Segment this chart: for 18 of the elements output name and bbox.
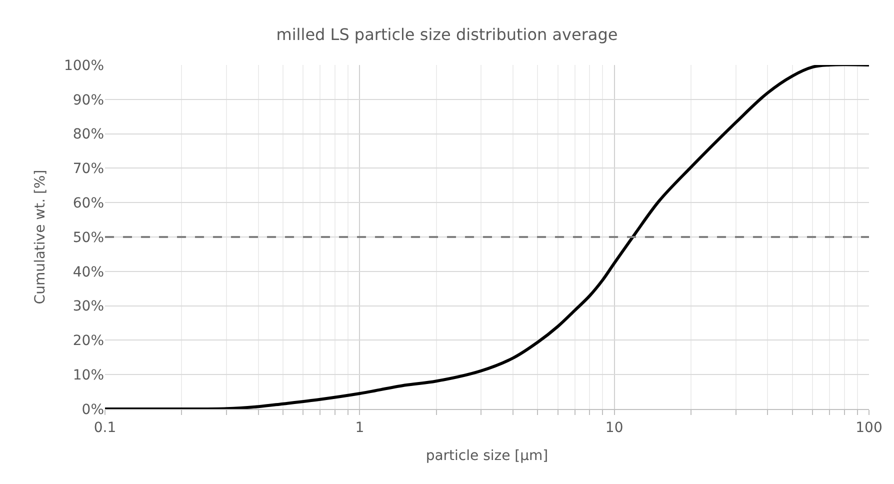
y-tick-label: 100% [64,58,104,74]
y-tick-label: 20% [72,333,104,350]
x-tick-label: 10 [605,420,624,436]
chart-title: milled LS particle size distribution average [276,25,618,44]
y-axis-title: Cumulative wt. [%] [32,170,49,304]
y-tick-label: 40% [72,264,104,280]
x-axis-title: particle size [µm] [426,448,548,464]
y-tick-label: 90% [72,92,104,108]
y-tick-label: 0% [82,402,104,418]
y-tick-label: 30% [72,298,104,315]
y-tick-label: 50% [72,230,104,246]
x-tick-label: 100 [856,420,882,436]
x-tick-label: 0.1 [94,420,116,436]
x-tick-label: 1 [355,420,364,436]
y-tick-label: 60% [72,196,104,212]
y-tick-label: 70% [72,161,104,178]
y-tick-label: 10% [72,368,104,384]
y-tick-label: 80% [72,126,104,143]
